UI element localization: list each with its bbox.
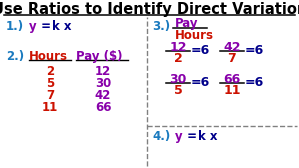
Text: 30: 30 — [95, 77, 111, 90]
Text: 2: 2 — [174, 52, 182, 65]
Text: 11: 11 — [42, 101, 58, 114]
Text: 5: 5 — [174, 83, 182, 96]
Text: y: y — [29, 20, 36, 33]
Text: 7: 7 — [228, 52, 237, 65]
Text: 30: 30 — [169, 73, 187, 86]
Text: Hours: Hours — [175, 29, 214, 42]
Text: =6: =6 — [191, 44, 210, 56]
Text: =6: =6 — [191, 75, 210, 89]
Text: Use Ratios to Identify Direct Variation: Use Ratios to Identify Direct Variation — [0, 2, 299, 17]
Text: 12: 12 — [95, 65, 111, 78]
Text: =: = — [37, 20, 55, 33]
Text: =6: =6 — [245, 44, 264, 56]
Text: Pay: Pay — [175, 17, 199, 30]
Text: 2: 2 — [46, 65, 54, 78]
Text: y: y — [175, 130, 183, 143]
Text: 66: 66 — [95, 101, 111, 114]
Text: 2.): 2.) — [6, 50, 24, 63]
Text: =6: =6 — [245, 75, 264, 89]
Text: 4.): 4.) — [152, 130, 170, 143]
Text: =: = — [183, 130, 201, 143]
Text: 7: 7 — [46, 89, 54, 102]
Text: Hours: Hours — [29, 50, 68, 63]
Text: Pay ($): Pay ($) — [76, 50, 123, 63]
Text: k x: k x — [198, 130, 217, 143]
Text: 3.): 3.) — [152, 20, 170, 33]
Text: 42: 42 — [95, 89, 111, 102]
Text: 11: 11 — [223, 83, 241, 96]
Text: 5: 5 — [46, 77, 54, 90]
Text: k x: k x — [52, 20, 71, 33]
Text: 12: 12 — [169, 41, 187, 54]
Text: 66: 66 — [223, 73, 241, 86]
Text: 1.): 1.) — [6, 20, 24, 33]
Text: 42: 42 — [223, 41, 241, 54]
